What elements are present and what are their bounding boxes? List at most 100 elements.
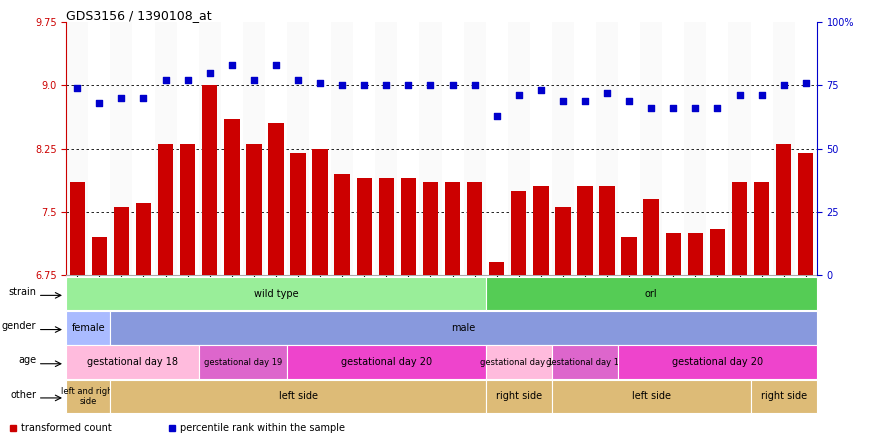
Text: GDS3156 / 1390108_at: GDS3156 / 1390108_at [66,9,212,22]
Point [733,92,747,99]
Text: male: male [451,323,476,333]
Bar [268,123,283,275]
Point [180,77,194,84]
Bar [600,186,615,275]
Bar [309,22,331,275]
Bar [353,22,375,275]
Bar [177,22,199,275]
Point [115,95,129,102]
Bar [773,22,795,275]
Bar [622,237,637,275]
Bar [158,144,173,275]
Text: gestational day 20: gestational day 20 [341,357,432,367]
Point [70,84,85,91]
Bar [445,182,460,275]
Point [534,87,548,94]
Point [137,95,151,102]
Bar [132,22,155,275]
Bar [375,22,397,275]
Bar [776,144,791,275]
Bar [555,207,570,275]
Bar [180,144,195,275]
Text: right side: right side [760,391,807,401]
Text: gender: gender [2,321,36,331]
Point [710,104,724,111]
Point [225,62,239,69]
Text: gestational day 18: gestational day 18 [479,357,558,367]
Point [755,92,769,99]
Point [446,82,460,89]
Bar [313,149,328,275]
Bar [574,22,596,275]
Bar [291,153,306,275]
Bar [511,190,526,275]
Bar [684,22,706,275]
Bar [224,119,239,275]
Text: transformed count: transformed count [21,424,112,433]
Point [93,99,106,107]
Bar [618,22,640,275]
Bar [508,22,530,275]
Point [247,77,261,84]
Bar [662,22,684,275]
Text: age: age [19,355,36,365]
Text: left side: left side [631,391,671,401]
Point [357,82,372,89]
Bar [596,22,618,275]
Bar [577,186,592,275]
Bar [155,22,177,275]
Bar [419,22,442,275]
Bar [265,22,287,275]
Bar [331,22,353,275]
Bar [114,207,129,275]
Bar [335,174,350,275]
Bar [795,22,817,275]
Text: left and right
side: left and right side [61,387,116,406]
Bar [287,22,309,275]
Text: gestational day 19: gestational day 19 [204,357,282,367]
Bar [728,22,751,275]
Bar [199,22,221,275]
Text: percentile rank within the sample: percentile rank within the sample [180,424,345,433]
Bar [243,22,265,275]
Text: gestational day 18: gestational day 18 [87,357,178,367]
Bar [221,22,243,275]
Point [291,77,306,84]
Point [600,89,615,96]
Bar [202,85,217,275]
Point [380,82,394,89]
Point [667,104,681,111]
Bar [486,22,508,275]
Bar [464,22,486,275]
Point [268,62,283,69]
Bar [489,262,504,275]
Bar [710,229,725,275]
Bar [66,22,88,275]
Bar [379,178,394,275]
Point [468,82,482,89]
Bar [706,22,728,275]
Point [159,77,173,84]
Bar [751,22,773,275]
Text: right side: right side [495,391,542,401]
Point [578,97,592,104]
Bar [644,199,659,275]
Bar [530,22,552,275]
Bar [136,203,151,275]
Text: other: other [11,389,36,400]
Text: wild type: wild type [253,289,298,299]
Bar [640,22,662,275]
Bar [666,233,681,275]
Point [313,79,328,87]
Text: left side: left side [278,391,318,401]
Bar [552,22,574,275]
Text: gestational day 20: gestational day 20 [672,357,763,367]
Bar [442,22,464,275]
Point [623,97,637,104]
Bar [467,182,482,275]
Text: strain: strain [9,287,36,297]
Bar [732,182,747,275]
Bar [688,233,703,275]
Bar [70,182,85,275]
Bar [754,182,769,275]
